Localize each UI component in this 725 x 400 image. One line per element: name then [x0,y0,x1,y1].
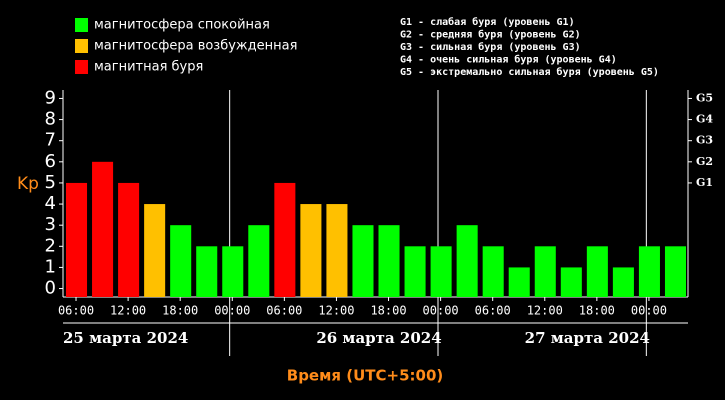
bar [508,267,530,297]
bar [664,246,686,297]
x-tick-label: 18:00 [579,304,615,318]
bar [352,225,374,297]
x-tick-label: 18:00 [162,304,198,318]
bar [300,204,322,297]
bar [404,246,426,297]
bar [456,225,478,297]
bar [196,246,218,297]
x-axis-label: Время (UTC+5:00) [287,367,443,385]
x-tick-label: 00:00 [631,304,667,318]
y2-tick-label: G4 [696,113,713,126]
x-tick-label: 00:00 [423,304,459,318]
bar [274,182,296,297]
bar [92,161,114,297]
y-tick-label: 8 [45,109,56,130]
legend-swatch [75,18,88,32]
y2-tick-label: G2 [696,155,713,168]
bar [170,225,192,297]
y2-tick-label: G3 [696,134,713,147]
x-tick-label: 12:00 [527,304,563,318]
x-tick-label: 06:00 [475,304,511,318]
g-legend-item: G1 - слабая буря (уровень G1) [400,16,575,28]
bar [326,204,348,297]
bar [430,246,452,297]
x-tick-label: 12:00 [318,304,354,318]
date-label: 26 марта 2024 [316,329,441,347]
bar [482,246,504,297]
g-legend-item: G4 - очень сильная буря (уровень G4) [400,54,617,66]
x-tick-label: 18:00 [370,304,406,318]
y-tick-label: 9 [45,87,56,108]
y-tick-label: 4 [45,193,56,214]
bar [378,225,400,297]
x-tick-label: 06:00 [266,304,302,318]
date-label: 25 марта 2024 [63,329,188,347]
legend-swatch [75,39,88,53]
g-legend-item: G3 - сильная буря (уровень G3) [400,41,581,53]
legend-swatch [75,60,88,74]
bar [534,246,556,297]
x-tick-label: 00:00 [214,304,250,318]
x-tick-label: 06:00 [58,304,94,318]
y-tick-label: 1 [45,256,56,277]
bar [560,267,582,297]
y-tick-label: 7 [45,130,56,151]
bar [66,182,88,297]
legend-label: магнитосфера спокойная [94,18,270,33]
legend-label: магнитосфера возбужденная [94,39,297,54]
bar [118,182,140,297]
y-tick-label: 0 [45,278,56,299]
g-legend-item: G2 - средняя буря (уровень G2) [400,29,581,41]
bar [638,246,660,297]
y-tick-label: 3 [45,214,56,235]
bar [248,225,270,297]
y-axis-label: Kp [17,174,39,194]
y2-tick-label: G5 [696,91,713,104]
legend-label: магнитная буря [94,60,203,75]
x-tick-label: 12:00 [110,304,146,318]
bar [222,246,244,297]
y2-tick-label: G1 [696,176,713,189]
y-tick-label: 5 [45,172,56,193]
y-tick-label: 2 [45,235,56,256]
date-label: 27 марта 2024 [525,329,650,347]
y-tick-label: 6 [45,151,56,172]
g-legend-item: G5 - экстремально сильная буря (уровень … [400,66,659,78]
bar [612,267,634,297]
bar [144,204,166,297]
bar [586,246,608,297]
